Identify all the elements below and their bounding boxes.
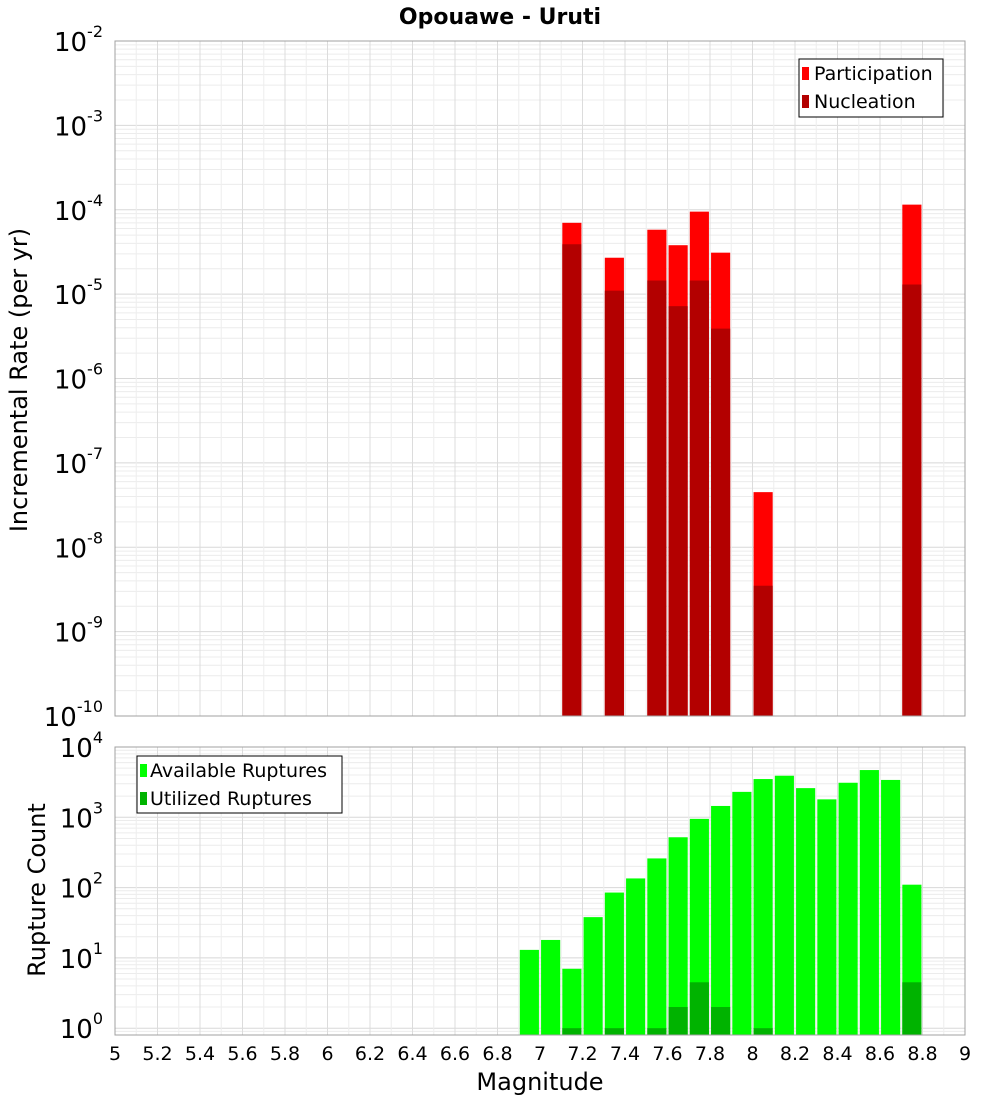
top-y-tick-label: 10-4 xyxy=(54,191,103,227)
top-y-tick-label: 10-7 xyxy=(54,444,103,480)
top-legend-box xyxy=(798,58,944,118)
bottom-bar-available-ruptures xyxy=(583,917,603,1035)
bottom-y-tick-label: 101 xyxy=(60,939,103,975)
legend-swatch-utilized-ruptures xyxy=(140,792,147,805)
bottom-x-tick-label: 8 xyxy=(746,1043,758,1065)
x-axis-label: Magnitude xyxy=(476,1068,603,1096)
bottom-x-tick-label: 9 xyxy=(959,1043,971,1065)
bottom-bar-utilized-ruptures xyxy=(668,1007,688,1035)
bottom-x-tick-label: 5.8 xyxy=(270,1043,300,1065)
bottom-x-tick-label: 7.4 xyxy=(610,1043,640,1065)
bottom-y-tick-label: 103 xyxy=(60,798,103,834)
top-y-tick-label: 10-8 xyxy=(54,528,103,564)
bottom-plot-border xyxy=(114,746,966,1036)
top-bar-nucleation xyxy=(753,585,773,716)
bottom-y-tick-label: 102 xyxy=(60,869,103,905)
bottom-y-tick-label: 104 xyxy=(60,728,103,764)
bottom-bar-utilized-ruptures xyxy=(902,982,922,1035)
bottom-bar-available-ruptures xyxy=(817,799,837,1035)
bottom-bar-available-ruptures xyxy=(774,775,794,1035)
bottom-bar-available-ruptures xyxy=(626,878,646,1035)
bottom-x-tick-label: 7.2 xyxy=(567,1043,597,1065)
legend-swatch-nucleation xyxy=(802,95,809,108)
top-plot-area: 10-2 10-3 10-4 10-5 10-6 10-7 10-8 10-9 10-10 xyxy=(44,22,966,733)
top-plot-border xyxy=(114,40,966,717)
top-y-tick-label: 10-6 xyxy=(54,360,103,396)
legend-swatch-available-ruptures xyxy=(140,764,147,777)
bottom-bar-available-ruptures xyxy=(753,779,773,1035)
legend-label-utilized-ruptures: Utilized Ruptures xyxy=(150,788,312,810)
bottom-x-tick-label: 6.4 xyxy=(397,1043,427,1065)
legend-label-available-ruptures: Available Ruptures xyxy=(150,760,327,782)
top-y-tick-label: 10-5 xyxy=(54,275,103,311)
top-bar-nucleation xyxy=(647,280,667,716)
bottom-plot-area: 104 103 102 101 100 5 5.2 5.4 5.6 5.8 6 6.2 6.4 6.6 6.… xyxy=(60,728,971,1065)
top-y-axis-label: Incremental Rate (per yr) xyxy=(5,228,33,532)
bottom-x-tick-label: 8.4 xyxy=(822,1043,852,1065)
bottom-x-tick-label: 6.2 xyxy=(355,1043,385,1065)
bottom-x-tick-label: 5.6 xyxy=(227,1043,257,1065)
bottom-x-tick-label: 7 xyxy=(534,1043,546,1065)
bottom-bar-available-ruptures xyxy=(838,782,858,1035)
chart-title: Opouawe - Uruti xyxy=(399,5,601,30)
bottom-bar-utilized-ruptures xyxy=(562,1028,582,1035)
bottom-bar-available-ruptures xyxy=(519,949,539,1035)
bottom-x-tick-label: 6.8 xyxy=(482,1043,512,1065)
top-y-tick-label: 10-3 xyxy=(54,106,103,142)
bottom-bar-utilized-ruptures xyxy=(753,1028,773,1035)
bottom-bar-available-ruptures xyxy=(881,779,901,1035)
top-bar-nucleation xyxy=(562,244,582,717)
bottom-bar-utilized-ruptures xyxy=(711,1007,731,1035)
top-bar-nucleation xyxy=(604,290,624,716)
bottom-bar-available-ruptures xyxy=(647,858,667,1035)
bottom-x-tick-label: 6.6 xyxy=(440,1043,470,1065)
bottom-x-tick-label: 7.8 xyxy=(695,1043,725,1065)
top-bar-nucleation xyxy=(668,306,688,716)
top-y-tick-label: 10-10 xyxy=(44,697,103,733)
bottom-x-tick-label: 5 xyxy=(109,1043,121,1065)
bottom-x-tick-label: 7.6 xyxy=(652,1043,682,1065)
top-bar-nucleation xyxy=(711,328,731,716)
top-y-tick-label: 10-9 xyxy=(54,613,103,649)
legend-label-nucleation: Nucleation xyxy=(814,91,916,113)
bottom-legend-box xyxy=(136,755,343,814)
top-bar-nucleation xyxy=(902,284,922,716)
bottom-x-tick-label: 5.2 xyxy=(142,1043,172,1065)
bottom-bar-available-ruptures xyxy=(562,968,582,1035)
bottom-bar-available-ruptures xyxy=(668,837,688,1035)
bottom-x-tick-label: 8.2 xyxy=(780,1043,810,1065)
legend-label-participation: Participation xyxy=(814,63,933,85)
top-bar-nucleation xyxy=(689,280,709,716)
bottom-bar-available-ruptures xyxy=(541,939,561,1035)
bottom-bar-available-ruptures xyxy=(859,770,879,1035)
top-legend: Participation Nucleation xyxy=(798,58,944,118)
bottom-y-axis-label: Rupture Count xyxy=(23,803,51,977)
bottom-bar-utilized-ruptures xyxy=(689,982,709,1035)
bottom-bar-available-ruptures xyxy=(711,805,731,1035)
bottom-bar-available-ruptures xyxy=(732,791,752,1035)
bottom-legend: Available Ruptures Utilized Ruptures xyxy=(136,755,343,814)
bottom-x-tick-label: 8.8 xyxy=(907,1043,937,1065)
bottom-y-tick-label: 100 xyxy=(60,1009,103,1045)
bottom-x-tick-label: 8.6 xyxy=(865,1043,895,1065)
bottom-x-tick-label: 5.4 xyxy=(185,1043,215,1065)
bottom-bar-utilized-ruptures xyxy=(647,1028,667,1035)
bottom-bar-available-ruptures xyxy=(689,818,709,1035)
bottom-x-tick-label: 6 xyxy=(321,1043,333,1065)
bottom-bar-utilized-ruptures xyxy=(604,1028,624,1035)
bottom-bar-available-ruptures xyxy=(796,788,816,1035)
top-y-tick-label: 10-2 xyxy=(54,22,103,58)
bottom-bar-available-ruptures xyxy=(604,892,624,1035)
legend-swatch-participation xyxy=(802,67,809,80)
